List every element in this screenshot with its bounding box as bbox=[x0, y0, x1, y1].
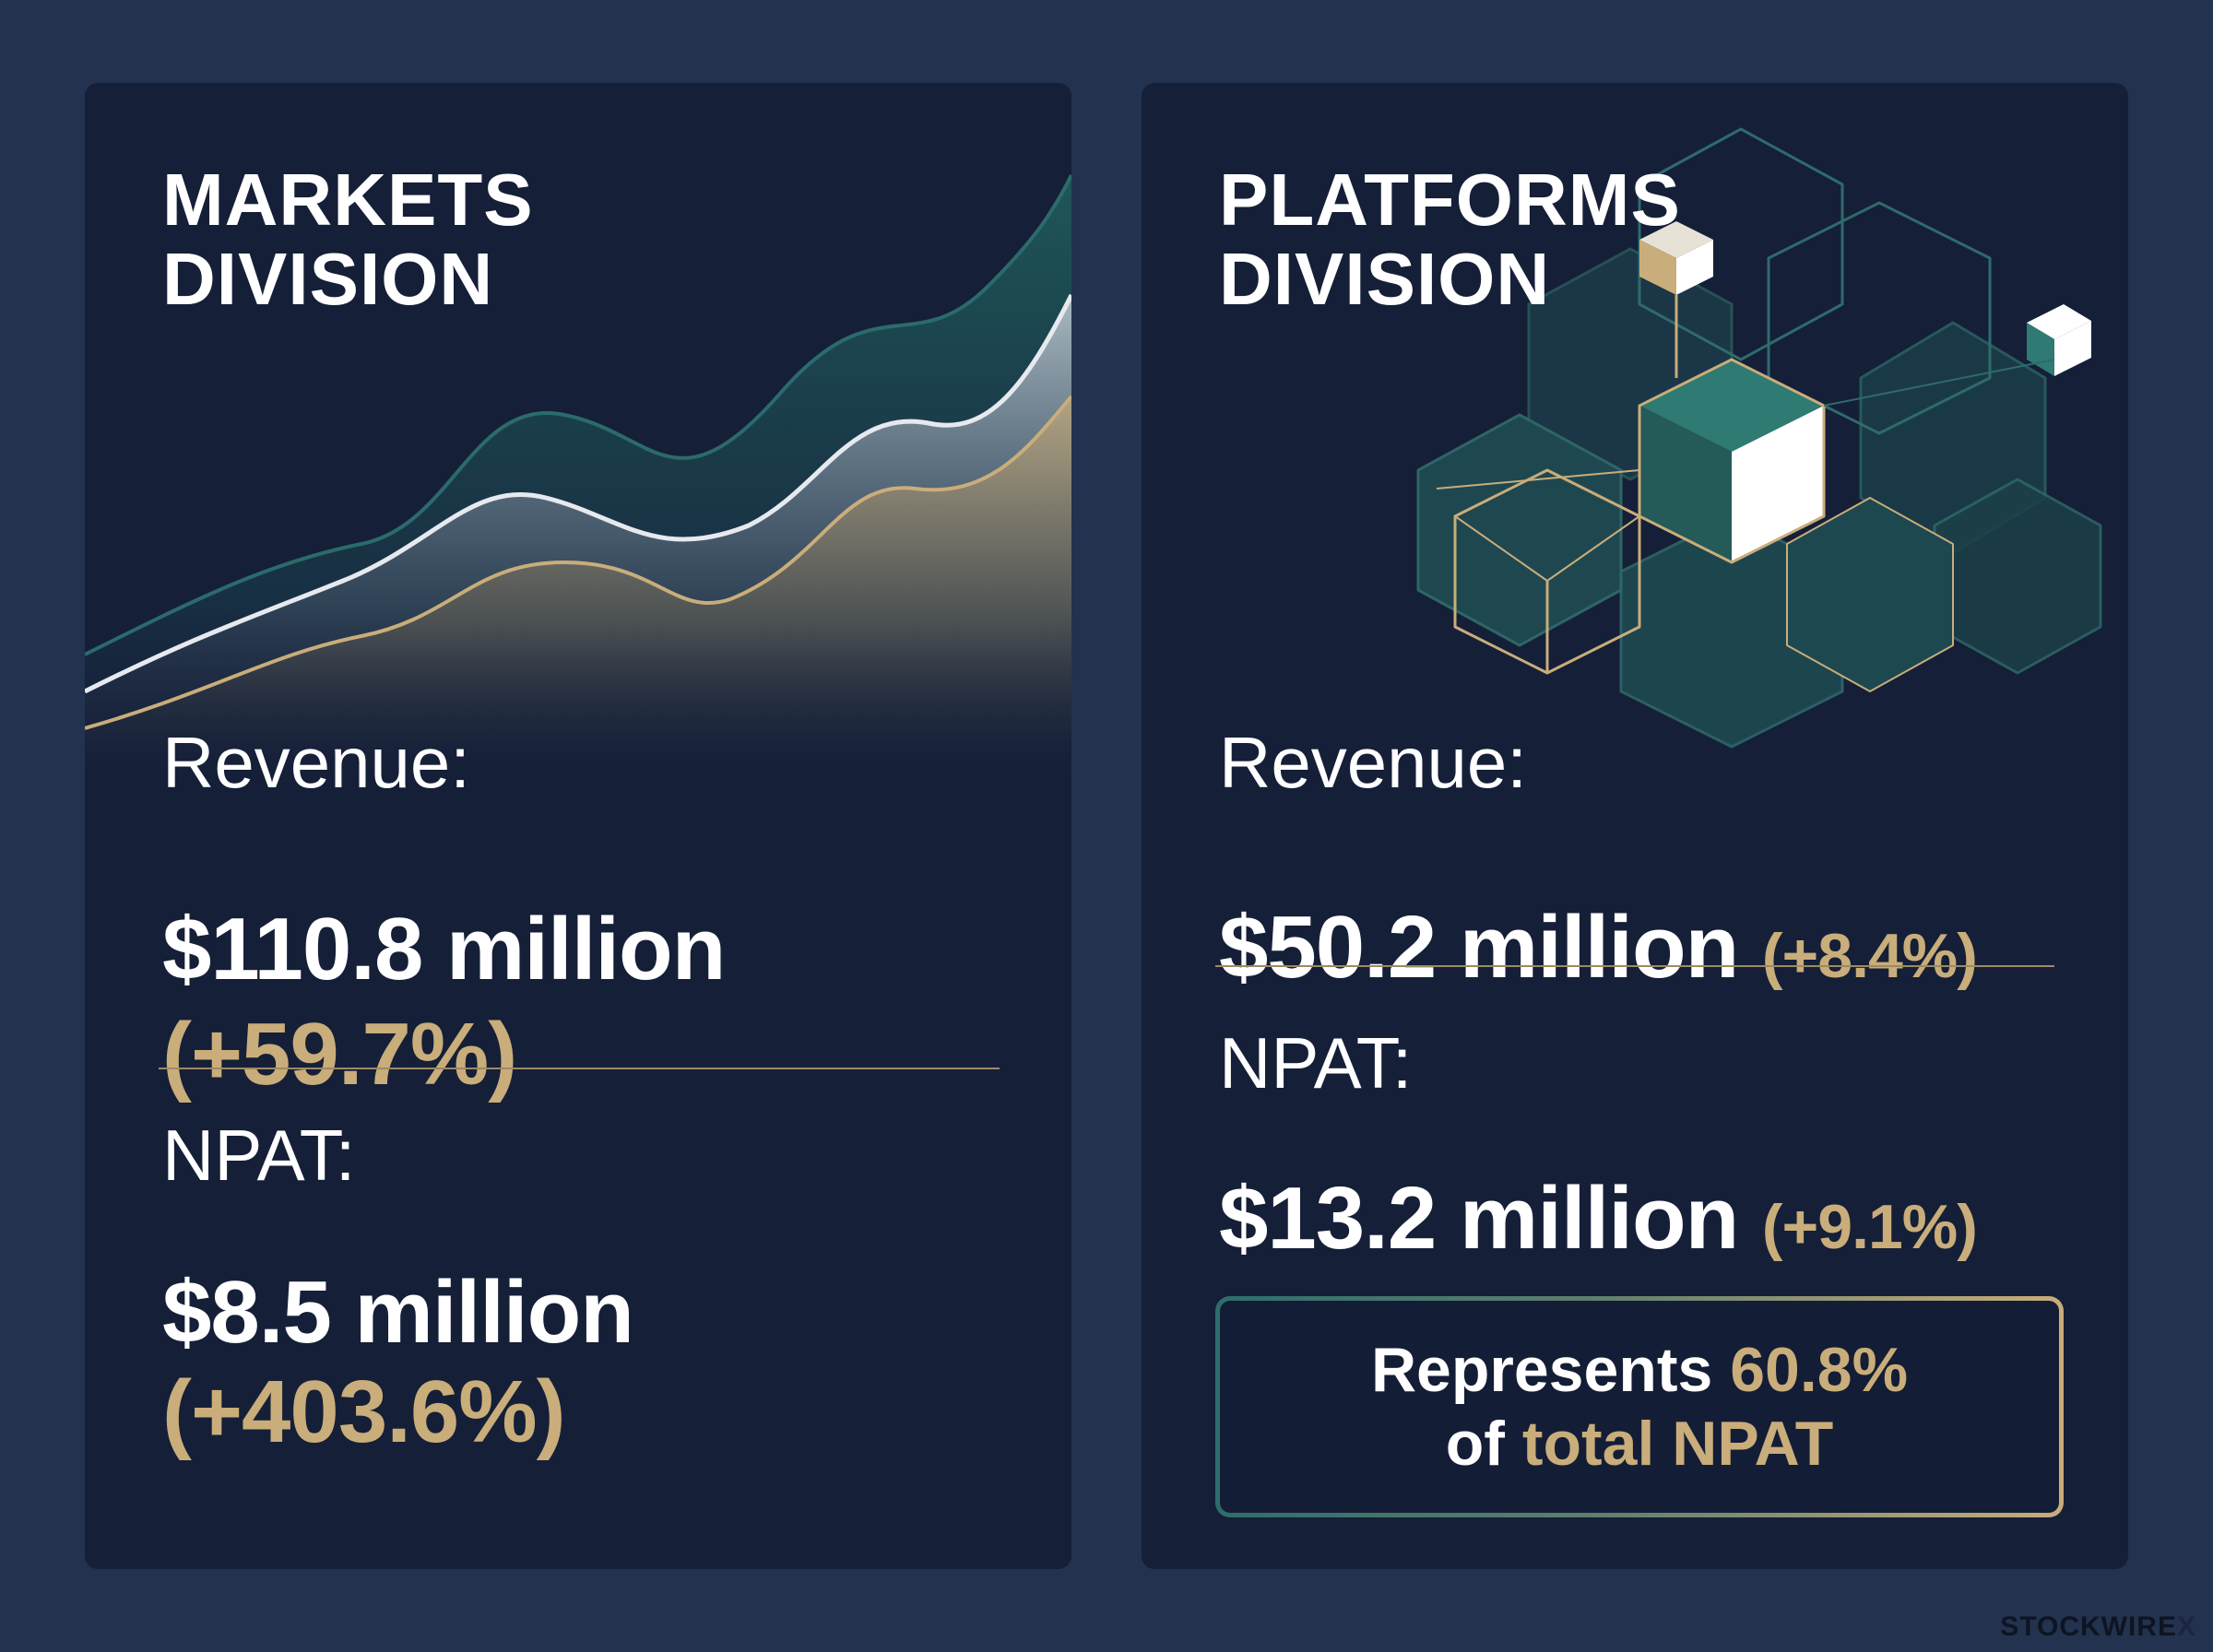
markets-division-card: MARKETS DIVISION Revenue: $110.8 million… bbox=[85, 83, 1071, 1569]
platforms-npat-row: $13.2 million (+9.1%) bbox=[1219, 1165, 1978, 1280]
platforms-cube-graphic bbox=[1416, 127, 2102, 749]
platforms-npat-label: NPAT: bbox=[1219, 1022, 1413, 1103]
callout-prefix: Represents bbox=[1370, 1335, 1713, 1405]
markets-revenue-value: $110.8 million bbox=[162, 900, 726, 998]
platforms-revenue-value: $50.2 million bbox=[1219, 898, 1739, 997]
platforms-title-line1: PLATFORMS bbox=[1219, 159, 1681, 241]
brand-name: STOCKWIRE bbox=[2000, 1611, 2177, 1642]
markets-npat-value: $8.5 million bbox=[162, 1263, 634, 1362]
brand-logo: STOCKWIREX bbox=[2000, 1611, 2196, 1643]
npat-share-callout: Represents 60.8% of total NPAT bbox=[1215, 1296, 2064, 1517]
markets-title: MARKETS DIVISION bbox=[162, 160, 534, 319]
callout-line-1: Represents 60.8% bbox=[1371, 1333, 1908, 1407]
platforms-title: PLATFORMS DIVISION bbox=[1219, 160, 1681, 319]
platforms-npat-change: (+9.1%) bbox=[1761, 1192, 1978, 1262]
markets-revenue-label: Revenue: bbox=[162, 722, 470, 803]
markets-title-line2: DIVISION bbox=[162, 238, 494, 320]
platforms-divider bbox=[1215, 965, 2054, 967]
markets-divider bbox=[159, 1068, 1000, 1069]
platforms-revenue-label: Revenue: bbox=[1219, 722, 1527, 803]
platforms-division-card: PLATFORMS DIVISION Revenue: $50.2 millio… bbox=[1142, 83, 2128, 1569]
brand-mark: X bbox=[2176, 1611, 2196, 1642]
markets-revenue-change: (+59.7%) bbox=[162, 1005, 517, 1103]
callout-of: of bbox=[1445, 1409, 1505, 1479]
callout-percent: 60.8% bbox=[1730, 1335, 1909, 1405]
callout-line-2: of total NPAT bbox=[1446, 1407, 1834, 1481]
platforms-revenue-row: $50.2 million (+8.4%) bbox=[1219, 894, 1978, 1009]
platforms-title-line2: DIVISION bbox=[1219, 238, 1551, 320]
markets-npat-label: NPAT: bbox=[162, 1115, 356, 1196]
markets-wave-graphic bbox=[85, 174, 1071, 784]
markets-title-line1: MARKETS bbox=[162, 159, 534, 241]
platforms-npat-value: $13.2 million bbox=[1219, 1169, 1739, 1268]
platforms-revenue-change: (+8.4%) bbox=[1761, 921, 1978, 991]
callout-total-npat: total NPAT bbox=[1521, 1409, 1834, 1479]
markets-npat-change: (+403.6%) bbox=[162, 1363, 566, 1461]
